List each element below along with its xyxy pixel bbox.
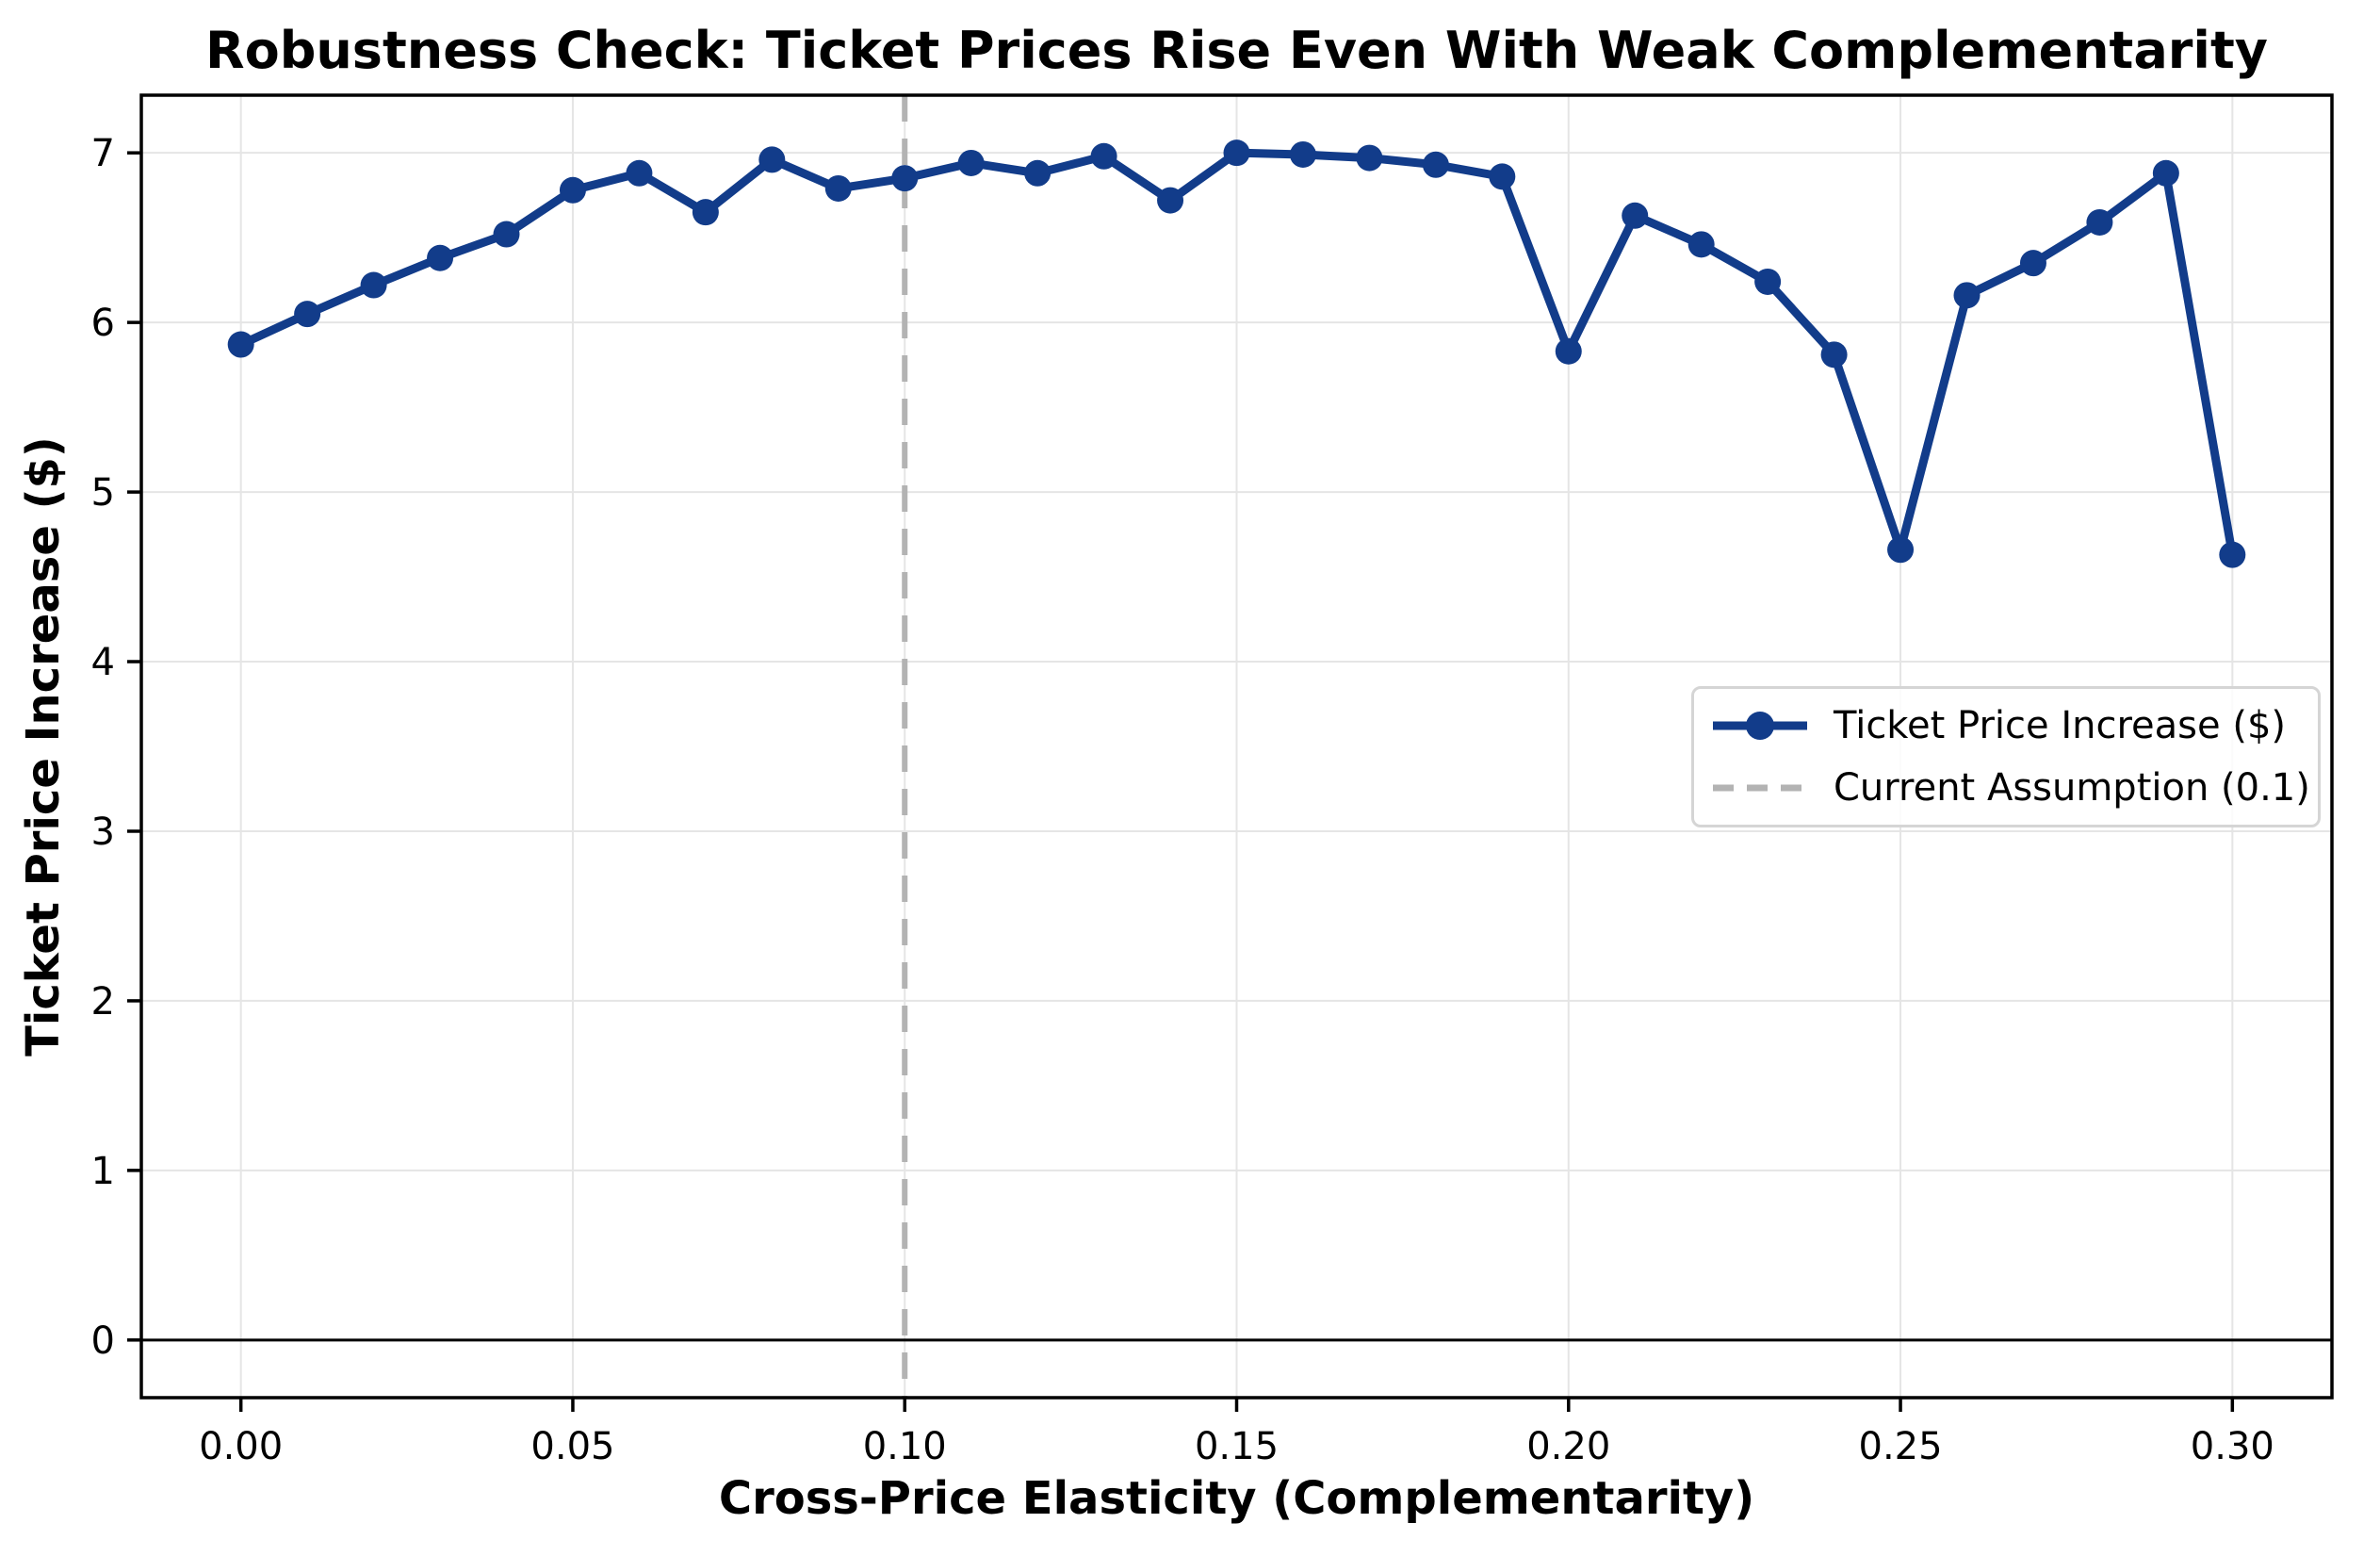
legend-dashed-swatch — [1713, 784, 1807, 792]
data-point-marker — [1157, 187, 1184, 214]
data-point-marker — [1356, 144, 1383, 172]
x-axis-label: Cross-Price Elasticity (Complementarity) — [718, 1472, 1755, 1525]
x-tick-label: 0.20 — [1526, 1425, 1610, 1468]
y-tick-label: 2 — [91, 980, 115, 1024]
x-tick-label: 0.30 — [2191, 1425, 2274, 1468]
data-point-marker — [957, 149, 985, 176]
data-point-marker — [227, 331, 254, 358]
data-point-marker — [1289, 140, 1316, 168]
data-point-marker — [824, 174, 852, 202]
legend-item-label: Ticket Price Increase ($) — [1834, 704, 2286, 747]
data-point-marker — [1953, 282, 1981, 309]
legend-item-series: Ticket Price Increase ($) — [1711, 705, 2308, 746]
legend-item-label: Current Assumption (0.1) — [1834, 766, 2310, 810]
x-tick-label: 0.10 — [863, 1425, 947, 1468]
y-tick-label: 5 — [91, 471, 115, 515]
data-point-marker — [1422, 151, 1449, 178]
data-point-marker — [1687, 231, 1715, 258]
y-tick-label: 0 — [91, 1319, 115, 1363]
data-point-marker — [626, 159, 653, 187]
y-tick-label: 3 — [91, 811, 115, 854]
data-point-marker — [2019, 250, 2046, 277]
data-point-marker — [2219, 541, 2246, 568]
data-point-marker — [891, 165, 919, 192]
data-point-marker — [758, 146, 786, 173]
data-point-marker — [1489, 163, 1516, 190]
chart-title: Robustness Check: Ticket Prices Rise Eve… — [205, 21, 2268, 80]
legend-line-marker-swatch — [1713, 712, 1807, 740]
data-point-marker — [1024, 159, 1051, 187]
data-point-marker — [1223, 139, 1250, 167]
data-point-marker — [360, 271, 387, 299]
y-tick-label: 6 — [91, 302, 115, 345]
data-point-marker — [1820, 341, 1848, 369]
x-tick-label: 0.25 — [1859, 1425, 1943, 1468]
data-point-marker — [2086, 208, 2113, 236]
x-tick-label: 0.15 — [1195, 1425, 1279, 1468]
data-point-marker — [1555, 337, 1582, 365]
y-tick-label: 4 — [91, 641, 115, 684]
y-tick-label: 7 — [91, 132, 115, 175]
legend-item-vline: Current Assumption (0.1) — [1711, 766, 2310, 810]
data-point-marker — [2152, 159, 2179, 187]
data-point-marker — [427, 244, 454, 271]
x-tick-label: 0.00 — [199, 1425, 283, 1468]
data-point-marker — [1887, 536, 1915, 564]
data-point-marker — [559, 176, 586, 204]
legend-box: Ticket Price Increase ($) Current Assump… — [1691, 686, 2321, 827]
data-point-marker — [294, 301, 321, 328]
data-point-marker — [493, 221, 520, 248]
data-point-marker — [1622, 202, 1649, 229]
data-point-marker — [1754, 268, 1782, 295]
data-point-marker — [692, 199, 719, 226]
x-tick-label: 0.05 — [530, 1425, 614, 1468]
y-tick-label: 1 — [91, 1150, 115, 1193]
data-point-marker — [1090, 142, 1117, 170]
